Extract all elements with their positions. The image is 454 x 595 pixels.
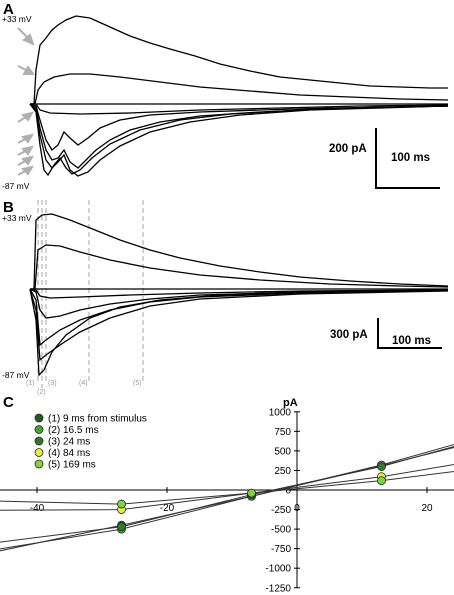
y-tick-label: 750 [274, 427, 291, 438]
arrow-icon [17, 65, 35, 75]
marker-label-3: (3) [48, 380, 57, 387]
scale-a-current: 200 pA [329, 143, 367, 155]
x-tick-label: 0 [294, 503, 300, 514]
trace-b-m27mv [29, 288, 449, 319]
scale-a-time: 100 ms [391, 152, 430, 164]
y-tick-label: 250 [274, 466, 291, 477]
trace-a-m27mv [29, 103, 449, 151]
traces-a [29, 15, 449, 177]
panel-b: B +33 mV -87 mV (1) (2) (3) (4) (5) [2, 199, 449, 396]
panel-b-label: B [3, 199, 14, 216]
iv-axes: -80-60-40-2002040-1250-1000-750-500-2500… [0, 407, 454, 594]
legend-entry-1: (1) 9 ms from stimulus [34, 413, 147, 425]
y-tick-label: 0 [285, 486, 291, 497]
legend-entry-4: (4) 84 ms [34, 448, 90, 459]
series-points [117, 460, 386, 534]
scale-b-current: 300 pA [330, 329, 368, 341]
y-tick-label: -1000 [265, 564, 291, 575]
data-point-s3 [377, 462, 386, 471]
trace-a-33mv [30, 15, 448, 105]
marker-label-2: (2) [37, 389, 46, 396]
trace-a-13mv [30, 73, 449, 105]
arrow-icon [17, 145, 34, 156]
trace-a-m7mv [30, 103, 449, 115]
y-tick-label: -750 [271, 544, 291, 555]
y-tick-label: -1250 [265, 583, 291, 594]
legend-label: (3) 24 ms [48, 437, 90, 448]
trace-b-m47mv [29, 288, 449, 347]
marker-label-5: (5) [133, 380, 142, 387]
arrow-icon [17, 133, 34, 144]
legend: (1) 9 ms from stimulus(2) 16.5 ms(3) 24 … [34, 413, 147, 471]
legend-label: (2) 16.5 ms [48, 425, 99, 436]
data-point-s5 [117, 499, 126, 509]
panel-a-v-top: +33 mV [2, 14, 32, 24]
panel-c-label: C [3, 394, 14, 411]
legend-entry-5: (5) 169 ms [34, 459, 96, 471]
legend-label: (1) 9 ms from stimulus [48, 414, 147, 425]
data-point-s5 [377, 476, 386, 486]
marker-label-1: (1) [26, 380, 35, 387]
panel-a-label: A [3, 1, 14, 18]
trace-b-m67mv [29, 288, 449, 362]
traces-b [29, 213, 449, 377]
trace-b-13mv [30, 244, 449, 290]
y-tick-label: -500 [271, 525, 291, 536]
data-point-s3 [117, 522, 126, 532]
y-tick-label: -250 [271, 505, 291, 516]
legend-entry-3: (3) 24 ms [34, 436, 90, 448]
legend-entry-2: (2) 16.5 ms [34, 425, 99, 436]
legend-swatch [34, 448, 44, 457]
trace-b-m87mv [29, 288, 449, 377]
marker-label-4: (4) [79, 380, 88, 387]
trace-b-m7mv [29, 288, 449, 299]
panel-c: C -80-60-40-2002040-1250-1000-750-500-25… [0, 394, 454, 594]
legend-label: (4) 84 ms [48, 448, 90, 459]
iv-plot: -80-60-40-2002040-1250-1000-750-500-2500… [0, 397, 454, 594]
arrow-icon [17, 27, 35, 46]
scale-bar-b: 300 pA 100 ms [330, 318, 442, 349]
trace-b-33mv [30, 213, 449, 290]
x-tick-label: 20 [421, 503, 433, 514]
legend-label: (5) 169 ms [48, 460, 96, 471]
y-tick-label: 500 [274, 446, 291, 457]
x-tick-label: -40 [30, 503, 45, 514]
legend-swatch [34, 459, 44, 469]
scale-bar-a: 200 pA 100 ms [329, 128, 440, 189]
data-point-s5 [247, 488, 256, 498]
panel-b-v-bottom: -87 mV [2, 370, 30, 380]
panel-b-v-top: +33 mV [2, 213, 32, 223]
time-marker-labels: (1) (2) (3) (4) (5) [26, 380, 142, 396]
legend-swatch [34, 413, 44, 423]
legend-swatch [34, 425, 44, 434]
trace-a-m87mv [29, 103, 449, 177]
arrow-icon [17, 165, 34, 176]
trace-a-m67mv [29, 103, 449, 177]
arrow-icon [17, 111, 34, 123]
legend-swatch [34, 436, 44, 446]
stimulus-arrows [17, 27, 35, 176]
scale-b-time: 100 ms [392, 335, 431, 347]
panel-a-v-bottom: -87 mV [2, 181, 30, 191]
arrow-icon [17, 155, 34, 166]
x-tick-label: -20 [160, 503, 175, 514]
panel-a: A +33 mV -87 mV 200 pA 100 ms [2, 1, 449, 191]
y-tick-label: 1000 [269, 407, 292, 418]
y-axis-label: pA [283, 397, 298, 409]
